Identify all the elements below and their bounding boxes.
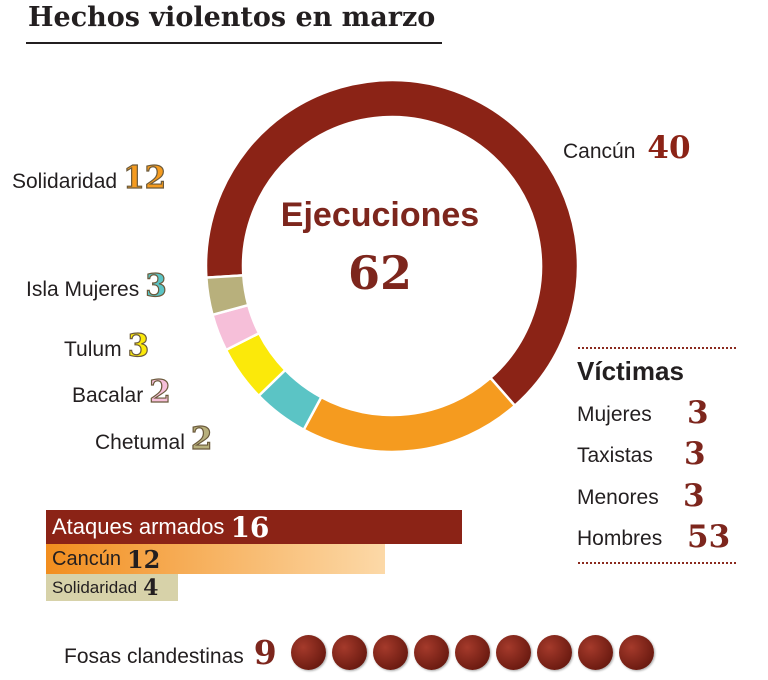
slice-value: 2 <box>149 374 171 410</box>
donut-center-label: Ejecuciones <box>258 196 502 235</box>
victimas-value: 3 <box>683 478 705 514</box>
slice-name: Cancún <box>563 140 635 164</box>
slice-label-solidaridad: Solidaridad 12 <box>12 160 166 196</box>
slice-label-tulum: Tulum 3 <box>64 328 149 364</box>
victimas-row-mujeres: Mujeres 3 <box>577 397 737 431</box>
victimas-bottom-rule <box>578 562 736 564</box>
bar-label: Solidaridad <box>52 578 137 598</box>
slice-label-cancun: Cancún 40 <box>563 130 691 166</box>
bar-value: 16 <box>230 511 269 544</box>
bar-solidaridad: Solidaridad 4 <box>46 574 178 601</box>
victimas-row-menores: Menores 3 <box>577 480 737 514</box>
donut-slice-solidaridad <box>304 378 515 452</box>
fosas-dots <box>285 635 654 670</box>
victimas-value: 3 <box>684 436 706 472</box>
slice-name: Bacalar <box>72 384 143 408</box>
victimas-label: Menores <box>577 486 659 510</box>
victimas-label: Taxistas <box>577 444 653 468</box>
slice-value: 40 <box>647 130 690 166</box>
bar-value: 4 <box>143 575 158 601</box>
bar-label: Cancún <box>52 548 121 571</box>
bar-ataques-armados: Ataques armados 16 <box>46 510 462 544</box>
fosa-dot <box>373 635 408 670</box>
slice-value: 2 <box>191 421 213 457</box>
slice-value: 3 <box>128 328 150 364</box>
victimas-value: 53 <box>687 519 730 555</box>
fosa-dot <box>619 635 654 670</box>
victimas-value: 3 <box>687 395 709 431</box>
fosa-dot <box>455 635 490 670</box>
fosas-value: 9 <box>254 633 277 672</box>
slice-name: Isla Mujeres <box>26 278 139 302</box>
fosa-dot <box>578 635 613 670</box>
slice-name: Tulum <box>64 338 122 362</box>
victimas-title: Víctimas <box>577 356 684 387</box>
slice-label-isla-mujeres: Isla Mujeres 3 <box>26 268 167 304</box>
slice-value: 12 <box>123 160 166 196</box>
fosa-dot <box>414 635 449 670</box>
slice-label-bacalar: Bacalar 2 <box>72 374 171 410</box>
victimas-row-hombres: Hombres 53 <box>577 521 737 555</box>
victimas-row-taxistas: Taxistas 3 <box>577 438 737 472</box>
fosa-dot <box>291 635 326 670</box>
slice-value: 3 <box>145 268 167 304</box>
victimas-label: Hombres <box>577 527 662 551</box>
victimas-label: Mujeres <box>577 403 652 427</box>
fosa-dot <box>537 635 572 670</box>
bar-value: 12 <box>127 545 160 574</box>
slice-name: Solidaridad <box>12 170 117 194</box>
fosa-dot <box>332 635 367 670</box>
bar-label: Ataques armados <box>52 514 224 540</box>
fosas-row: Fosas clandestinas 9 <box>64 633 654 672</box>
slice-name: Chetumal <box>95 431 185 455</box>
fosa-dot <box>496 635 531 670</box>
donut-center-value: 62 <box>258 246 502 300</box>
bar-cancun: Cancún 12 <box>46 544 385 574</box>
victimas-top-rule <box>578 347 736 349</box>
fosas-label: Fosas clandestinas <box>64 645 244 669</box>
slice-label-chetumal: Chetumal 2 <box>95 421 212 457</box>
